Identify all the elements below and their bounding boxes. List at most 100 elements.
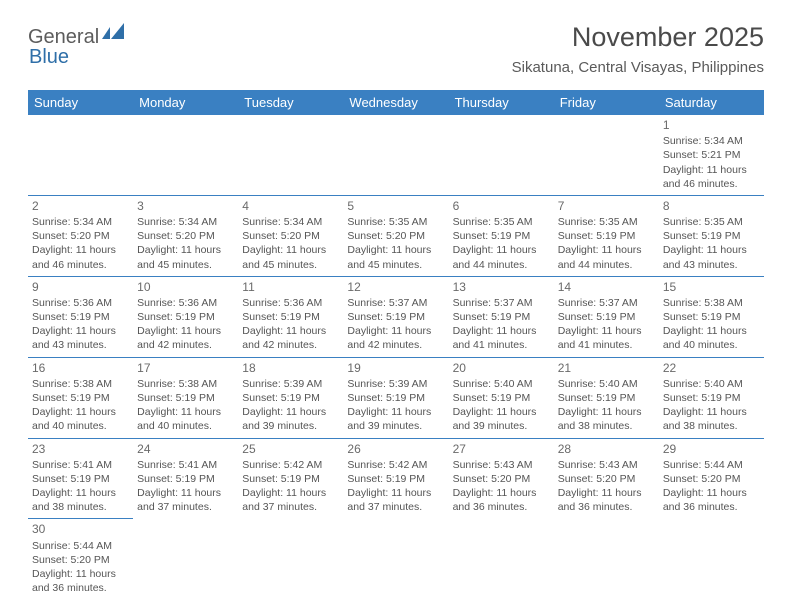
sunset-text: Sunset: 5:19 PM xyxy=(453,229,550,243)
sunrise-text: Sunrise: 5:44 AM xyxy=(32,539,129,553)
day-number: 14 xyxy=(558,279,655,295)
calendar-cell: 2Sunrise: 5:34 AMSunset: 5:20 PMDaylight… xyxy=(28,195,133,276)
calendar-cell: 23Sunrise: 5:41 AMSunset: 5:19 PMDayligh… xyxy=(28,438,133,519)
daylight-text: Daylight: 11 hours and 42 minutes. xyxy=(242,324,339,352)
calendar-cell xyxy=(343,115,448,195)
calendar-cell: 25Sunrise: 5:42 AMSunset: 5:19 PMDayligh… xyxy=(238,438,343,519)
day-number: 11 xyxy=(242,279,339,295)
calendar-cell: 29Sunrise: 5:44 AMSunset: 5:20 PMDayligh… xyxy=(659,438,764,519)
daylight-text: Daylight: 11 hours and 37 minutes. xyxy=(347,486,444,514)
sunset-text: Sunset: 5:20 PM xyxy=(242,229,339,243)
calendar-cell: 22Sunrise: 5:40 AMSunset: 5:19 PMDayligh… xyxy=(659,357,764,438)
day-number: 2 xyxy=(32,198,129,214)
sunrise-text: Sunrise: 5:38 AM xyxy=(32,377,129,391)
calendar-cell: 7Sunrise: 5:35 AMSunset: 5:19 PMDaylight… xyxy=(554,195,659,276)
sunset-text: Sunset: 5:20 PM xyxy=(32,229,129,243)
sunset-text: Sunset: 5:19 PM xyxy=(32,472,129,486)
dow-saturday: Saturday xyxy=(659,90,764,115)
sunrise-text: Sunrise: 5:41 AM xyxy=(32,458,129,472)
sunset-text: Sunset: 5:19 PM xyxy=(32,310,129,324)
sunrise-text: Sunrise: 5:34 AM xyxy=(137,215,234,229)
day-number: 26 xyxy=(347,441,444,457)
daylight-text: Daylight: 11 hours and 39 minutes. xyxy=(453,405,550,433)
page-subtitle: Sikatuna, Central Visayas, Philippines xyxy=(512,59,764,76)
daylight-text: Daylight: 11 hours and 40 minutes. xyxy=(32,405,129,433)
calendar-header-row: Sunday Monday Tuesday Wednesday Thursday… xyxy=(28,90,764,115)
sunset-text: Sunset: 5:19 PM xyxy=(32,391,129,405)
sunrise-text: Sunrise: 5:35 AM xyxy=(558,215,655,229)
dow-thursday: Thursday xyxy=(449,90,554,115)
title-block: November 2025 Sikatuna, Central Visayas,… xyxy=(512,22,764,76)
sunrise-text: Sunrise: 5:38 AM xyxy=(137,377,234,391)
calendar-cell xyxy=(238,519,343,599)
day-number: 20 xyxy=(453,360,550,376)
sunset-text: Sunset: 5:19 PM xyxy=(558,310,655,324)
sunrise-text: Sunrise: 5:35 AM xyxy=(347,215,444,229)
sunset-text: Sunset: 5:19 PM xyxy=(137,472,234,486)
calendar-row: 16Sunrise: 5:38 AMSunset: 5:19 PMDayligh… xyxy=(28,357,764,438)
dow-monday: Monday xyxy=(133,90,238,115)
sunrise-text: Sunrise: 5:37 AM xyxy=(453,296,550,310)
day-number: 7 xyxy=(558,198,655,214)
sunrise-text: Sunrise: 5:43 AM xyxy=(558,458,655,472)
sunrise-text: Sunrise: 5:35 AM xyxy=(663,215,760,229)
calendar-cell: 16Sunrise: 5:38 AMSunset: 5:19 PMDayligh… xyxy=(28,357,133,438)
day-number: 29 xyxy=(663,441,760,457)
daylight-text: Daylight: 11 hours and 45 minutes. xyxy=(137,243,234,271)
day-number: 27 xyxy=(453,441,550,457)
page-title: November 2025 xyxy=(512,22,764,53)
daylight-text: Daylight: 11 hours and 36 minutes. xyxy=(32,567,129,595)
calendar-cell: 26Sunrise: 5:42 AMSunset: 5:19 PMDayligh… xyxy=(343,438,448,519)
day-number: 23 xyxy=(32,441,129,457)
daylight-text: Daylight: 11 hours and 39 minutes. xyxy=(242,405,339,433)
calendar-row: 23Sunrise: 5:41 AMSunset: 5:19 PMDayligh… xyxy=(28,438,764,519)
day-number: 6 xyxy=(453,198,550,214)
calendar-cell xyxy=(449,519,554,599)
daylight-text: Daylight: 11 hours and 36 minutes. xyxy=(663,486,760,514)
calendar-cell: 14Sunrise: 5:37 AMSunset: 5:19 PMDayligh… xyxy=(554,276,659,357)
sunrise-text: Sunrise: 5:40 AM xyxy=(558,377,655,391)
day-number: 4 xyxy=(242,198,339,214)
daylight-text: Daylight: 11 hours and 42 minutes. xyxy=(137,324,234,352)
daylight-text: Daylight: 11 hours and 41 minutes. xyxy=(558,324,655,352)
day-number: 25 xyxy=(242,441,339,457)
day-number: 5 xyxy=(347,198,444,214)
dow-friday: Friday xyxy=(554,90,659,115)
sunset-text: Sunset: 5:20 PM xyxy=(32,553,129,567)
calendar-cell: 4Sunrise: 5:34 AMSunset: 5:20 PMDaylight… xyxy=(238,195,343,276)
daylight-text: Daylight: 11 hours and 45 minutes. xyxy=(242,243,339,271)
sunset-text: Sunset: 5:19 PM xyxy=(453,310,550,324)
page-container: General November 2025 Sikatuna, Central … xyxy=(0,0,792,599)
daylight-text: Daylight: 11 hours and 38 minutes. xyxy=(558,405,655,433)
daylight-text: Daylight: 11 hours and 37 minutes. xyxy=(242,486,339,514)
sunset-text: Sunset: 5:19 PM xyxy=(347,391,444,405)
daylight-text: Daylight: 11 hours and 43 minutes. xyxy=(32,324,129,352)
calendar-row: 2Sunrise: 5:34 AMSunset: 5:20 PMDaylight… xyxy=(28,195,764,276)
logo-sub: Blue xyxy=(28,46,69,69)
calendar-cell: 30Sunrise: 5:44 AMSunset: 5:20 PMDayligh… xyxy=(28,519,133,599)
daylight-text: Daylight: 11 hours and 44 minutes. xyxy=(453,243,550,271)
dow-sunday: Sunday xyxy=(28,90,133,115)
calendar-cell: 19Sunrise: 5:39 AMSunset: 5:19 PMDayligh… xyxy=(343,357,448,438)
day-number: 16 xyxy=(32,360,129,376)
daylight-text: Daylight: 11 hours and 44 minutes. xyxy=(558,243,655,271)
sunset-text: Sunset: 5:19 PM xyxy=(347,310,444,324)
sunrise-text: Sunrise: 5:36 AM xyxy=(137,296,234,310)
sunrise-text: Sunrise: 5:39 AM xyxy=(242,377,339,391)
day-number: 12 xyxy=(347,279,444,295)
sunset-text: Sunset: 5:19 PM xyxy=(663,391,760,405)
sunset-text: Sunset: 5:20 PM xyxy=(558,472,655,486)
header-row: General November 2025 Sikatuna, Central … xyxy=(28,22,764,76)
sunset-text: Sunset: 5:21 PM xyxy=(663,148,760,162)
daylight-text: Daylight: 11 hours and 39 minutes. xyxy=(347,405,444,433)
sunrise-text: Sunrise: 5:34 AM xyxy=(242,215,339,229)
calendar-cell: 5Sunrise: 5:35 AMSunset: 5:20 PMDaylight… xyxy=(343,195,448,276)
daylight-text: Daylight: 11 hours and 46 minutes. xyxy=(663,163,760,191)
daylight-text: Daylight: 11 hours and 45 minutes. xyxy=(347,243,444,271)
calendar-cell xyxy=(554,519,659,599)
day-number: 15 xyxy=(663,279,760,295)
daylight-text: Daylight: 11 hours and 40 minutes. xyxy=(137,405,234,433)
calendar-cell xyxy=(343,519,448,599)
calendar-cell: 20Sunrise: 5:40 AMSunset: 5:19 PMDayligh… xyxy=(449,357,554,438)
sunset-text: Sunset: 5:19 PM xyxy=(663,310,760,324)
